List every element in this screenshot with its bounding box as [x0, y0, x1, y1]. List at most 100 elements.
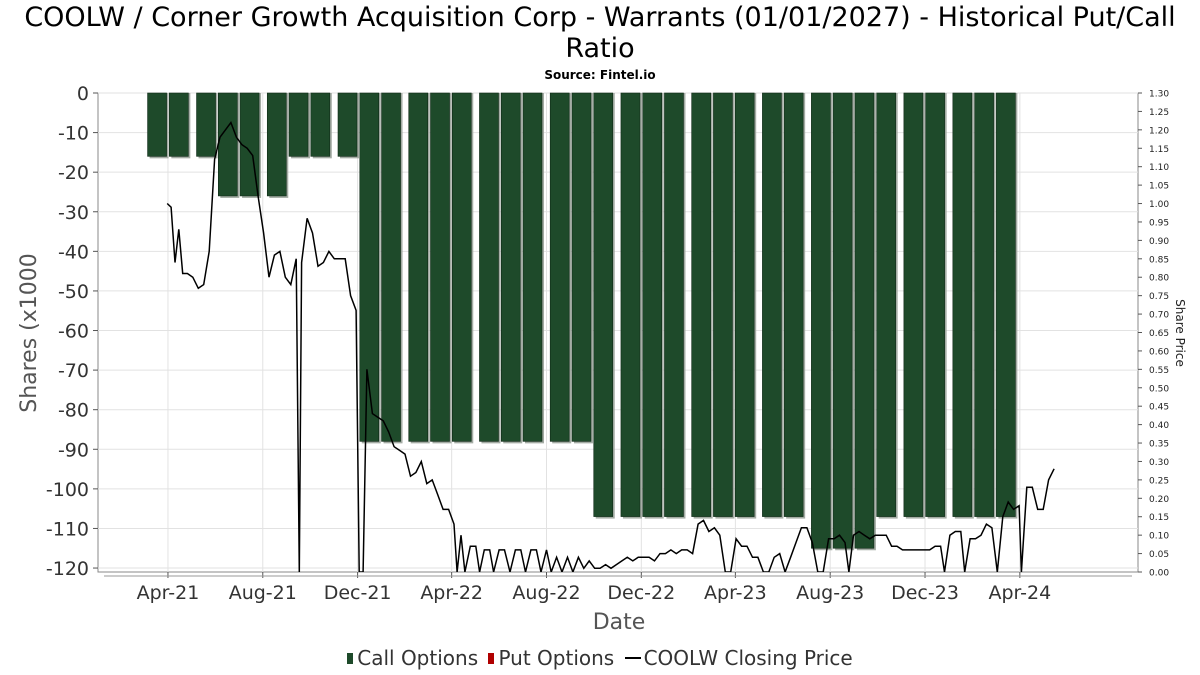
y-tick-label: -120 [46, 558, 89, 580]
legend-label-put: Put Options [498, 646, 615, 670]
x-axis-title: Date [593, 610, 646, 635]
legend-item-put: Put Options [488, 646, 614, 670]
call-option-bar [266, 92, 287, 197]
call-option-bar [359, 92, 380, 442]
legend: Call Options Put Options COOLW Closing P… [0, 646, 1200, 670]
y2-tick-label: 0.45 [1149, 403, 1169, 413]
y2-tick-label: 0.20 [1149, 495, 1169, 505]
call-option-bar [952, 92, 973, 517]
call-option-bar [664, 92, 684, 517]
y2-tick-label: 0.00 [1149, 569, 1169, 579]
call-option-bar [218, 92, 238, 197]
call-option-bar [549, 92, 570, 442]
call-option-bar [854, 92, 875, 549]
call-option-bar [996, 92, 1016, 517]
call-option-bar [500, 92, 521, 442]
y2-tick-label: 0.40 [1149, 421, 1169, 431]
legend-swatch-put [488, 653, 495, 664]
y2-tick-label: 0.35 [1149, 440, 1169, 450]
y2-tick-label: 0.85 [1149, 255, 1169, 265]
y2-tick-label: 0.30 [1149, 458, 1169, 468]
x-tick-label: Aug-21 [229, 582, 297, 604]
call-option-bar [876, 92, 896, 517]
call-options-bars [147, 92, 1018, 551]
call-option-bar [713, 92, 733, 517]
y-tick-label: -30 [58, 202, 89, 224]
call-option-bar [147, 92, 167, 157]
y2-tick-label: 1.25 [1149, 108, 1169, 118]
chart-title: COOLW / Corner Growth Acquisition Corp -… [24, 2, 1176, 64]
y2-tick-label: 0.50 [1149, 384, 1169, 394]
chart-subtitle: Source: Fintel.io [544, 68, 656, 82]
y2-tick-label: 0.25 [1149, 476, 1169, 486]
y2-tick-label: 0.80 [1149, 274, 1169, 284]
call-option-bar [620, 92, 641, 517]
y-tick-label: -70 [58, 360, 89, 382]
call-option-bar [310, 92, 331, 157]
y2-tick-label: 1.20 [1149, 126, 1169, 136]
price-line [166, 120, 1055, 572]
y-tick-label: -110 [46, 518, 89, 540]
chart-svg: 0 -10 -20 -30 -40 -50 -60 -70 -80 -90 -100 -110 -120… [17, 83, 1187, 635]
legend-label-call: Call Options [357, 646, 479, 670]
y-tick-label: -80 [58, 400, 89, 422]
call-option-bar [903, 92, 924, 517]
y-tick-label: -90 [58, 439, 89, 461]
call-option-bar [783, 92, 804, 517]
y2-tick-label: 0.55 [1149, 366, 1169, 376]
call-option-bar [169, 92, 189, 157]
legend-item-price: COOLW Closing Price [624, 646, 853, 670]
call-option-bar [381, 92, 401, 442]
call-option-bar [762, 92, 782, 517]
call-option-bar [974, 92, 994, 517]
call-option-bar [196, 92, 216, 157]
x-tick-label: Dec-22 [607, 582, 675, 604]
call-option-bar [408, 92, 429, 442]
x-tick-label: Dec-21 [324, 582, 392, 604]
y-tick-label: -10 [58, 123, 89, 145]
x-tick-label: Apr-23 [704, 582, 767, 604]
y-tick-label: -60 [58, 321, 89, 343]
y2-tick-label: 0.70 [1149, 311, 1169, 321]
y2-tick-label: 1.10 [1149, 163, 1169, 173]
x-tick-label: Apr-22 [420, 582, 483, 604]
legend-swatch-price [624, 657, 641, 659]
call-option-bar [734, 92, 755, 517]
legend-swatch-call [347, 653, 354, 664]
y2-tick-label: 0.60 [1149, 347, 1169, 357]
y-axis-title: Shares (x1000 [17, 253, 42, 413]
x-tick-label: Aug-23 [796, 582, 864, 604]
y2-tick-label: 0.95 [1149, 218, 1169, 228]
call-option-bar [430, 92, 450, 442]
y-tick-label: -50 [58, 281, 89, 303]
y2-tick-label: 1.05 [1149, 182, 1169, 192]
legend-label-price: COOLW Closing Price [643, 646, 853, 670]
y2-axis-title: Share Price [1173, 299, 1187, 367]
y2-tick-label: 0.90 [1149, 237, 1169, 247]
y2-tick-label: 1.00 [1149, 200, 1169, 210]
y2-tick-label: 0.10 [1149, 532, 1169, 542]
call-option-bar [925, 92, 945, 517]
y2-tick-label: 0.05 [1149, 550, 1169, 560]
y-tick-label: -20 [58, 162, 89, 184]
y2-tick-label: 1.30 [1149, 90, 1169, 100]
x-tick-label: Apr-24 [989, 582, 1052, 604]
call-option-bar [571, 92, 592, 442]
x-tick-label: Aug-22 [512, 582, 580, 604]
y2-tick-label: 0.75 [1149, 292, 1169, 302]
call-option-bar [479, 92, 499, 442]
y2-tick-label: 0.15 [1149, 513, 1169, 523]
y-tick-label: -100 [46, 479, 89, 501]
call-option-bar [642, 92, 663, 517]
legend-item-call: Call Options [347, 646, 478, 670]
y-tick-label: 0 [77, 83, 89, 105]
y2-tick-label: 0.65 [1149, 329, 1169, 339]
call-option-bar [337, 92, 358, 157]
call-option-bar [691, 92, 711, 517]
call-option-bar [832, 92, 853, 549]
y2-tick-label: 1.15 [1149, 145, 1169, 155]
axes: 0 -10 -20 -30 -40 -50 -60 -70 -80 -90 -100 -110 -120… [46, 83, 1169, 604]
price-line-layer [166, 120, 1055, 572]
x-tick-label: Apr-21 [137, 582, 200, 604]
call-option-bar [593, 92, 614, 517]
